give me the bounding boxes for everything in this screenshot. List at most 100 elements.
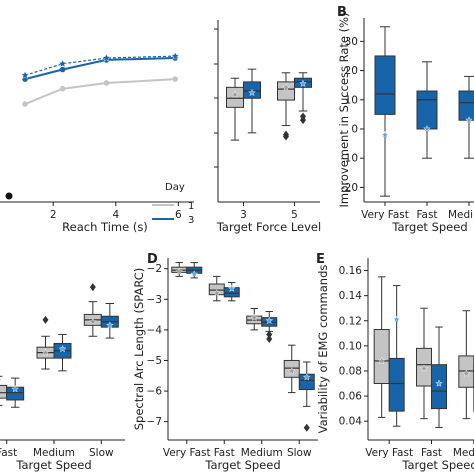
series-point [172,76,179,82]
box-flier [303,423,310,432]
y-tick-label: −5 [147,355,162,367]
y-axis-title: Improvement in Success Rate (%) [337,12,351,207]
box [374,55,396,115]
box-flier [283,130,289,139]
series-star-marker [170,51,180,60]
box-mean-marker [377,356,386,365]
panel-label-d: D [147,252,158,267]
x-tick-label: Fast [0,447,17,459]
x-tick-label: 3 [240,209,247,221]
box-flier [300,112,306,121]
box-mean-marker [299,79,307,87]
x-axis-title: Target Speed [391,220,467,234]
x-tick-label: Slow [287,447,312,459]
series-line [24,55,176,76]
y-tick-label: 10 [345,94,358,106]
box [431,364,447,410]
box-mean-marker [392,315,401,323]
box-mean-marker [41,348,50,356]
x-tick-label: Very Fast [361,209,409,221]
box [373,329,390,385]
box-mean-marker [423,124,431,133]
box-mean-marker [190,270,199,278]
y-tick-label: −6 [147,386,163,398]
x-tick-label: 6 [175,209,182,221]
box [458,90,474,121]
box-mean-marker [287,367,296,375]
y-axis-title: Variability of EMG commands [316,265,330,434]
y-tick-label: 0 [351,123,358,135]
y-tick-label: −2 [147,263,162,275]
box-mean-marker [381,130,389,139]
x-axis-title: Target Force Level [216,220,321,234]
box-mean-marker [435,379,443,387]
box-flier [89,283,96,292]
x-tick-label: Medium [33,447,75,459]
y-tick-label: 0.08 [339,365,362,377]
legend-label-day3: 3 [188,215,194,226]
x-axis-title: Target Speed [401,458,474,472]
series-star-marker [102,53,111,62]
box-mean-marker [0,378,3,384]
y-tick-label: -20 [341,182,358,194]
box-mean-marker [175,267,184,276]
x-tick-label: Fast [421,447,442,459]
box-mean-marker [227,284,236,292]
box [277,81,295,101]
y-tick-label: 0.12 [339,315,362,327]
series-point [59,66,66,73]
box-flier [266,330,273,339]
x-tick-label: Medium [448,209,474,221]
y-tick-label: 0.04 [339,416,363,428]
y-tick-label: 0.14 [339,290,363,302]
series-point [22,101,28,107]
origin-marker [5,192,13,200]
y-tick-label: −4 [147,324,163,336]
y-tick-label: 0.06 [339,391,363,403]
box-mean-marker [250,313,259,321]
y-axis-title: Spectral Arc Length (SPARC) [132,268,146,431]
series-star-marker [58,59,67,68]
x-tick-label: Medium [241,447,283,459]
legend-title: Day [165,182,185,193]
y-tick-label: -10 [341,153,358,165]
y-tick-label: 30 [345,36,358,48]
x-tick-label: Medium [453,447,474,459]
x-tick-label: 5 [291,209,298,221]
x-axis-title: Reach Time (s) [62,220,148,234]
box-mean-marker [11,384,20,393]
x-axis-title: Target Speed [204,458,280,472]
y-tick-label: −3 [147,294,162,306]
box-mean-marker [462,369,471,377]
x-tick-label: Very Fast [163,447,211,459]
x-tick-label: 2 [50,209,57,221]
x-tick-label: Very Fast [365,447,413,459]
box [416,90,438,130]
box-mean-marker [265,316,274,324]
y-tick-label: 0.16 [339,265,363,277]
x-axis-title: Target Speed [15,458,91,472]
box-mean-marker [58,344,67,353]
box-flier [266,335,273,344]
series-line [24,57,176,81]
box-mean-marker [420,364,428,372]
y-tick-label: 0.10 [339,340,362,352]
x-tick-label: Fast [214,447,235,459]
box-flier [42,315,49,324]
series-star-marker [20,70,30,79]
box-mean-marker [105,321,114,329]
box-mean-marker [282,83,290,91]
legend-label-day1: 1 [188,201,194,212]
y-tick-label: 20 [345,65,358,77]
x-tick-label: 4 [112,209,119,221]
box-mean-marker [212,289,221,297]
box-mean-marker [302,373,311,381]
panel-label-b: B [337,5,347,20]
series-point [103,80,110,86]
box-mean-marker [248,88,256,97]
x-tick-label: Slow [89,447,114,459]
box [226,86,244,108]
legend: Day 1 3 [152,182,194,226]
